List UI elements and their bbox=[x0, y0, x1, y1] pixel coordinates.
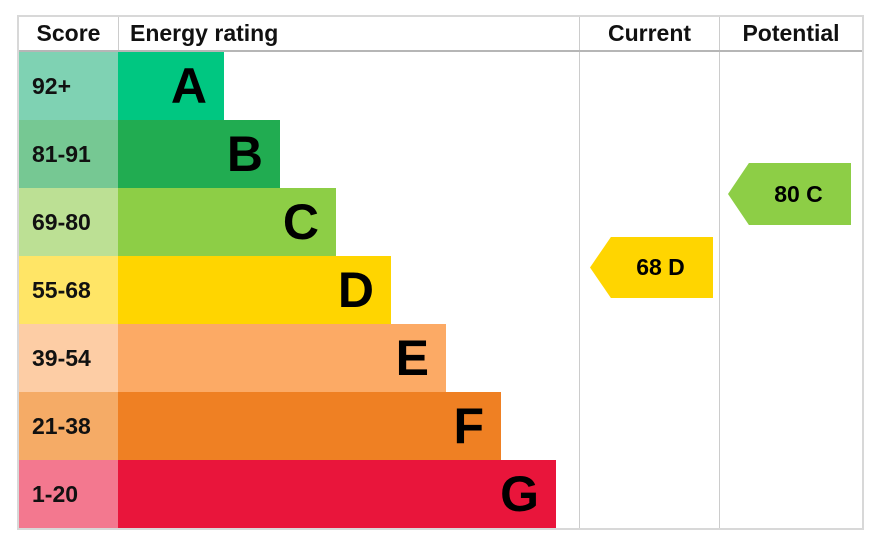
rating-bar: A bbox=[118, 52, 224, 120]
bands-area: 92+ A 81-91 B 69-80 C 55-68 D 39-54 E 21… bbox=[19, 52, 579, 528]
current-rating-label: 68 D bbox=[636, 254, 685, 280]
potential-rating-arrow: 80 C bbox=[728, 163, 851, 225]
bar-cell: A bbox=[118, 52, 579, 120]
score-range-cell: 1-20 bbox=[19, 460, 118, 528]
potential-column: 80 C bbox=[719, 52, 862, 528]
band-row: 55-68 D bbox=[19, 256, 579, 324]
bar-cell: E bbox=[118, 324, 579, 392]
band-row: 69-80 C bbox=[19, 188, 579, 256]
current-rating-arrow: 68 D bbox=[590, 237, 713, 298]
band-row: 92+ A bbox=[19, 52, 579, 120]
header-score: Score bbox=[36, 20, 101, 46]
band-row: 81-91 B bbox=[19, 120, 579, 188]
table-header-row: Score Energy rating Current Potential bbox=[19, 17, 862, 52]
header-energy-rating: Energy rating bbox=[118, 17, 579, 50]
score-range-cell: 92+ bbox=[19, 52, 118, 120]
score-range-cell: 55-68 bbox=[19, 256, 118, 324]
score-range-cell: 81-91 bbox=[19, 120, 118, 188]
score-range-cell: 69-80 bbox=[19, 188, 118, 256]
header-current: Current bbox=[579, 17, 719, 50]
header-potential: Potential bbox=[719, 17, 862, 50]
band-row: 39-54 E bbox=[19, 324, 579, 392]
bar-cell: C bbox=[118, 188, 579, 256]
band-row: 1-20 G bbox=[19, 460, 579, 528]
rating-bar: B bbox=[118, 120, 280, 188]
bar-cell: D bbox=[118, 256, 579, 324]
bar-cell: F bbox=[118, 392, 579, 460]
band-row: 21-38 F bbox=[19, 392, 579, 460]
epc-table: Score Energy rating Current Potential 92… bbox=[17, 15, 864, 530]
table-body: 92+ A 81-91 B 69-80 C 55-68 D 39-54 E 21… bbox=[19, 52, 862, 528]
score-range-cell: 39-54 bbox=[19, 324, 118, 392]
rating-bar: G bbox=[118, 460, 556, 528]
score-range-cell: 21-38 bbox=[19, 392, 118, 460]
bar-cell: B bbox=[118, 120, 579, 188]
potential-rating-label: 80 C bbox=[774, 180, 823, 207]
rating-bar: F bbox=[118, 392, 501, 460]
current-column: 68 D bbox=[579, 52, 719, 528]
rating-bar: E bbox=[118, 324, 446, 392]
bar-cell: G bbox=[118, 460, 579, 528]
rating-bar: C bbox=[118, 188, 336, 256]
rating-bar: D bbox=[118, 256, 391, 324]
